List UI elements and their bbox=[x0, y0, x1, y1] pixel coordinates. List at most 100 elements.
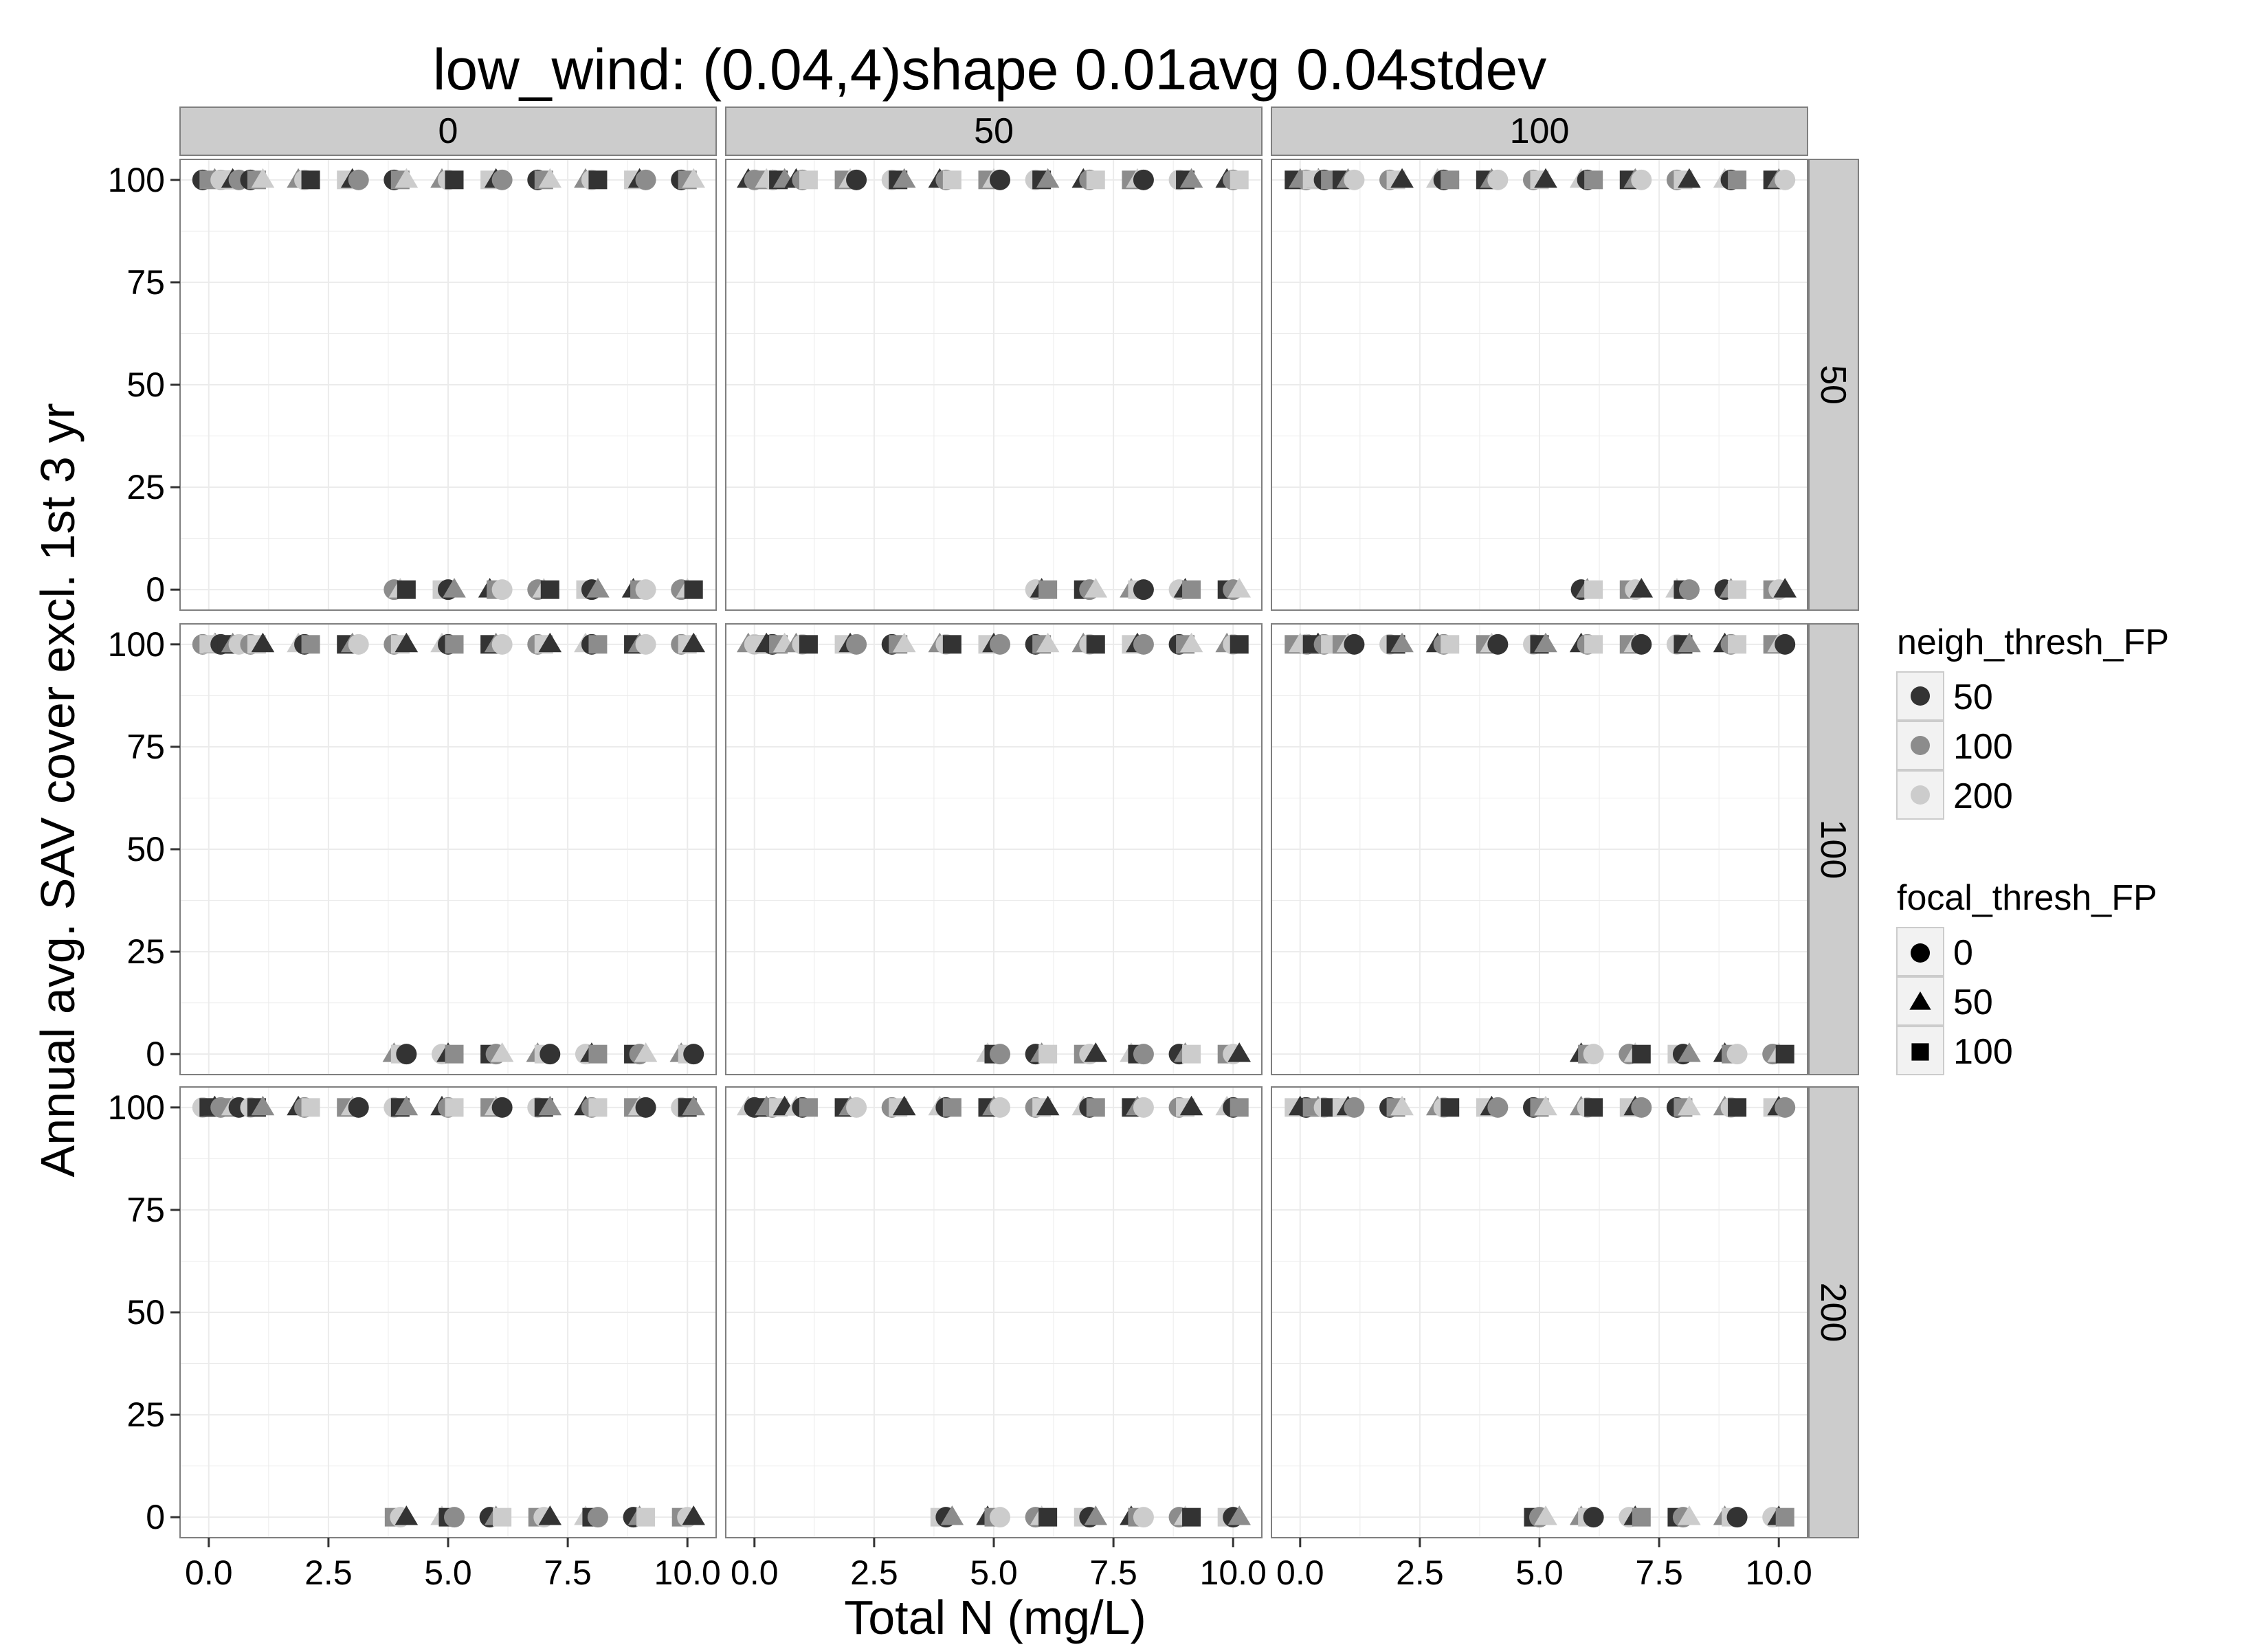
data-point bbox=[1086, 1098, 1105, 1117]
data-point bbox=[1775, 1044, 1794, 1064]
data-point bbox=[1584, 635, 1603, 654]
legend-swatch bbox=[1911, 736, 1930, 755]
data-point bbox=[1182, 1044, 1201, 1064]
x-tick-label: 7.5 bbox=[544, 1553, 592, 1592]
legend-label: 50 bbox=[1953, 677, 1993, 717]
x-tick-label: 10.0 bbox=[654, 1553, 721, 1592]
data-point bbox=[1583, 1507, 1604, 1528]
data-point bbox=[348, 633, 369, 655]
data-point bbox=[1678, 168, 1701, 188]
legend-swatch bbox=[1911, 785, 1930, 805]
data-point bbox=[1584, 580, 1603, 599]
data-point bbox=[301, 170, 320, 190]
panel-col100-row50 bbox=[1271, 159, 1808, 611]
data-point bbox=[1230, 635, 1249, 654]
data-point bbox=[1227, 1042, 1252, 1062]
data-point bbox=[1487, 1097, 1509, 1118]
data-point bbox=[1775, 1097, 1796, 1118]
data-point bbox=[799, 170, 818, 190]
panel-border bbox=[725, 159, 1263, 611]
data-point bbox=[1728, 1098, 1747, 1117]
data-point bbox=[1133, 1044, 1154, 1065]
data-point bbox=[1038, 1507, 1058, 1527]
data-point bbox=[1230, 170, 1249, 190]
data-point bbox=[1084, 1505, 1108, 1525]
data-points bbox=[192, 1095, 706, 1528]
data-point bbox=[394, 632, 419, 653]
facet-strips: 0 50 100 50 100 200 bbox=[179, 106, 1859, 1538]
legend-swatch bbox=[1911, 943, 1930, 963]
data-point bbox=[1630, 578, 1654, 598]
data-point bbox=[1441, 170, 1460, 190]
data-point bbox=[635, 1097, 656, 1118]
data-point bbox=[1534, 1505, 1557, 1525]
data-point bbox=[1487, 633, 1509, 655]
data-point bbox=[586, 578, 610, 598]
facet-strip-row-label: 100 bbox=[1813, 820, 1853, 879]
data-point bbox=[1441, 1098, 1460, 1117]
data-point bbox=[892, 1095, 916, 1116]
data-point bbox=[683, 1044, 704, 1065]
data-point bbox=[1230, 1098, 1249, 1117]
y-tick-label: 50 bbox=[126, 830, 165, 868]
facet-strip-row bbox=[1808, 623, 1859, 1075]
data-point bbox=[445, 1098, 464, 1117]
data-point bbox=[538, 1505, 562, 1525]
data-point bbox=[1534, 632, 1557, 653]
data-point bbox=[940, 1505, 964, 1525]
data-point bbox=[1726, 1044, 1748, 1065]
x-tick-label: 10.0 bbox=[1200, 1553, 1267, 1592]
y-tick-label: 75 bbox=[126, 728, 165, 766]
data-points bbox=[192, 632, 706, 1065]
y-tick-label: 100 bbox=[108, 1088, 165, 1127]
data-point bbox=[1631, 169, 1652, 190]
x-tick-label: 10.0 bbox=[1746, 1553, 1812, 1592]
panel-col50-row100 bbox=[725, 623, 1263, 1075]
data-point bbox=[444, 1507, 465, 1528]
facet-strip-column bbox=[725, 106, 1263, 156]
data-point bbox=[635, 169, 656, 190]
data-point bbox=[540, 580, 559, 599]
data-points bbox=[736, 632, 1252, 1065]
data-point bbox=[1678, 1095, 1701, 1116]
data-point bbox=[491, 633, 513, 655]
y-axis-label: Annual avg. SAV cover excl. 1st 3 yr bbox=[31, 403, 85, 1177]
data-point bbox=[1632, 1507, 1651, 1527]
legend-label: 0 bbox=[1953, 933, 1973, 973]
data-point bbox=[1631, 1097, 1652, 1118]
x-tick-label: 2.5 bbox=[304, 1553, 353, 1592]
data-points bbox=[1285, 168, 1797, 601]
y-tick-label: 50 bbox=[126, 366, 165, 404]
data-point bbox=[799, 1098, 818, 1117]
data-point bbox=[1036, 632, 1060, 653]
legend-label: 100 bbox=[1953, 1032, 2013, 1072]
data-point bbox=[538, 168, 562, 188]
data-point bbox=[397, 580, 416, 599]
y-tick-label: 100 bbox=[108, 161, 165, 199]
data-point bbox=[588, 635, 608, 654]
data-point bbox=[1534, 168, 1557, 188]
data-point bbox=[1179, 632, 1203, 653]
data-point bbox=[1441, 635, 1460, 654]
x-tick-label: 2.5 bbox=[1396, 1553, 1444, 1592]
data-point bbox=[682, 168, 706, 188]
data-point bbox=[846, 169, 867, 190]
data-point bbox=[1133, 1097, 1154, 1118]
y-tick-label: 75 bbox=[126, 263, 165, 302]
data-point bbox=[1773, 578, 1797, 598]
data-point bbox=[682, 1095, 706, 1116]
legend: neigh_thresh_FP 50 100 200 focal_thresh_FP 0 5… bbox=[1896, 622, 2169, 1075]
data-point bbox=[1227, 1505, 1252, 1525]
x-tick-label: 5.0 bbox=[970, 1553, 1018, 1592]
data-point bbox=[1038, 1044, 1058, 1064]
panel-col50-row200 bbox=[725, 1086, 1263, 1538]
data-point bbox=[1728, 170, 1747, 190]
data-point bbox=[990, 169, 1010, 190]
data-point bbox=[799, 635, 818, 654]
data-point bbox=[491, 579, 513, 601]
x-tick-label: 5.0 bbox=[1515, 1553, 1564, 1592]
facet-panels bbox=[179, 159, 1808, 1538]
data-point bbox=[1390, 168, 1414, 188]
data-point bbox=[1036, 168, 1060, 188]
data-points bbox=[192, 168, 706, 601]
